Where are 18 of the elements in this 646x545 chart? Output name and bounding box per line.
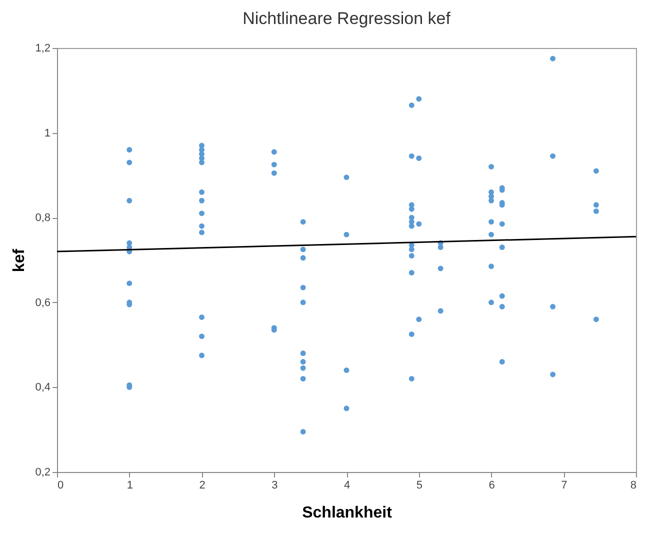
x-tick-label: 4	[344, 480, 350, 492]
x-tick-label: 3	[272, 480, 278, 492]
x-tick-label: 0	[58, 480, 64, 492]
y-tick-label: 1,2	[35, 42, 50, 54]
x-tick-label: 5	[416, 480, 422, 492]
x-tick-label: 8	[630, 480, 636, 492]
x-axis-title: Schlankheit	[302, 504, 393, 522]
y-tick-label: 1	[44, 127, 50, 140]
x-tick-label: 6	[488, 480, 495, 492]
y-tick-label: 0,4	[35, 382, 50, 394]
y-tick-label: 0,8	[35, 212, 50, 224]
y-tick-label: 0,2	[35, 466, 50, 478]
y-axis-title: kef	[11, 248, 28, 272]
x-tick-label: 2	[199, 480, 206, 492]
x-tick-label: 1	[126, 480, 133, 492]
x-tick-label: 7	[561, 480, 568, 492]
chart-title: Nichtlineare Regression kef	[242, 9, 451, 28]
y-tick-label: 0,6	[35, 296, 50, 309]
